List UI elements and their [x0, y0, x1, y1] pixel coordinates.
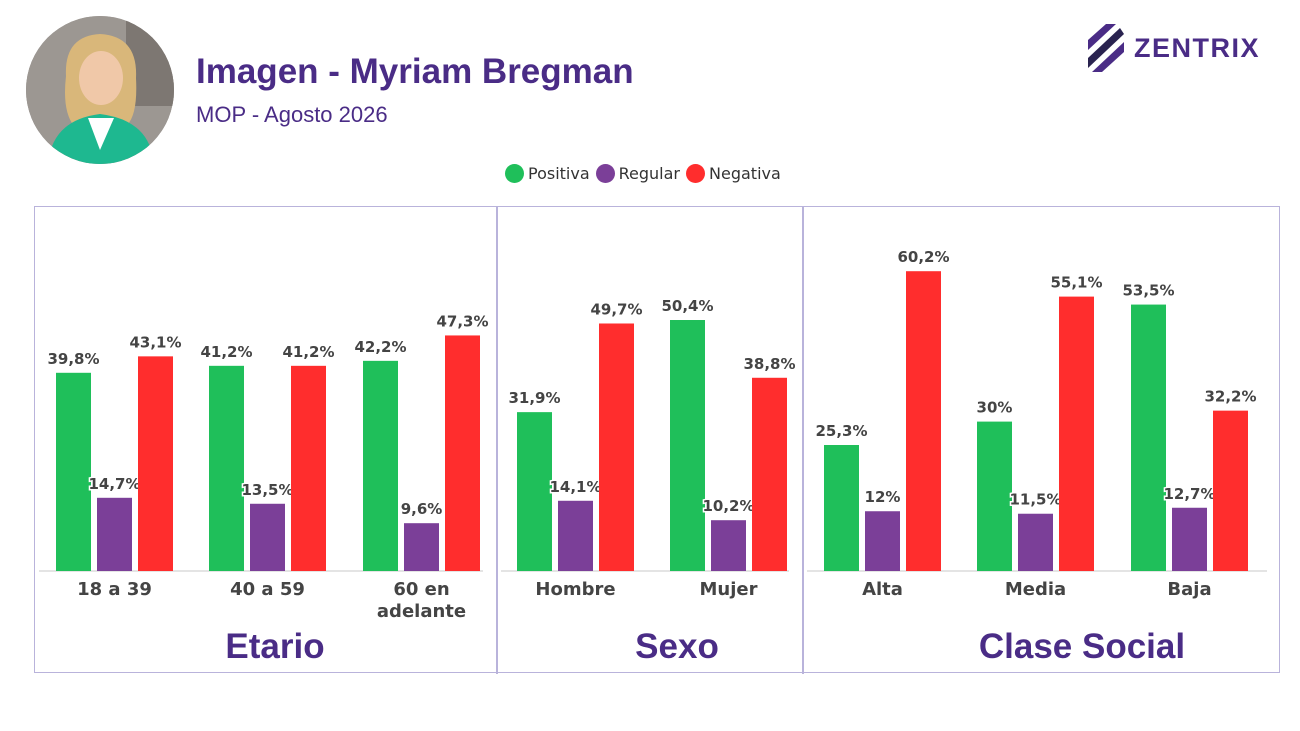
brand-name: ZENTRIX [1134, 32, 1261, 63]
bar-regular [865, 511, 900, 571]
category-label: Hombre [535, 579, 616, 600]
data-label: 25,3% [815, 422, 867, 440]
data-label: 39,8% [47, 350, 99, 368]
category-label: Alta [862, 579, 903, 600]
legend-swatch-negativa [686, 163, 706, 183]
data-label: 60,2% [897, 248, 949, 266]
bar-regular [711, 520, 746, 571]
chart-panels: 39,8% 14,7% 43,1% 41,2% 13,5% 41,2% 42,2% 9,6% 4… [34, 206, 1280, 674]
group-title: Clase Social [978, 627, 1186, 666]
bar-negativa [1213, 410, 1248, 571]
legend-item-regular: Regular [595, 163, 681, 183]
candidate-photo [26, 16, 174, 164]
data-label: 43,1% [129, 333, 181, 351]
bar-negativa [752, 377, 787, 571]
data-label: 55,1% [1050, 274, 1102, 292]
data-label: 41,2% [282, 343, 334, 361]
category-label: Baja [1167, 579, 1212, 600]
bar-regular [97, 497, 132, 571]
legend-swatch-regular [595, 163, 615, 183]
bar-positiva [670, 320, 705, 571]
chart-legend: Positiva Regular Negativa [505, 160, 787, 186]
bar-regular [404, 523, 439, 571]
data-label: 53,5% [1122, 282, 1174, 300]
bar-negativa [1059, 296, 1094, 571]
legend-item-negativa: Negativa [686, 163, 781, 183]
bar-positiva [363, 360, 398, 571]
legend-label-positiva: Positiva [528, 163, 590, 183]
data-label: 32,2% [1204, 388, 1256, 406]
category-label: 60 en adelante [376, 579, 467, 622]
page-title: Imagen - Myriam Bregman [196, 52, 634, 91]
brand-mark-icon [1088, 24, 1124, 72]
category-label: Mujer [699, 579, 758, 600]
bar-positiva [517, 412, 552, 571]
bar-negativa [906, 271, 941, 571]
bar-regular [1018, 513, 1053, 571]
bar-positiva [1131, 304, 1166, 571]
data-label: 14,7% [88, 475, 140, 493]
page-subtitle: MOP - Agosto 2026 [196, 102, 388, 127]
bar-negativa [291, 365, 326, 571]
data-label: 12,7% [1163, 485, 1215, 503]
bar-regular [250, 503, 285, 571]
category-label: Media [1004, 579, 1067, 600]
group-title: Etario [225, 627, 325, 666]
brand-logo: ZENTRIX [1086, 22, 1260, 74]
bar-negativa [138, 356, 173, 571]
legend-item-positiva: Positiva [505, 163, 590, 183]
data-label: 49,7% [590, 300, 642, 318]
data-label: 41,2% [200, 343, 252, 361]
data-label: 13,5% [241, 481, 293, 499]
data-label: 12% [865, 488, 901, 506]
bar-negativa [445, 335, 480, 571]
data-label: 14,1% [549, 478, 601, 496]
legend-label-negativa: Negativa [709, 163, 781, 183]
bar-regular [558, 500, 593, 571]
grouped-bar-chart: 39,8% 14,7% 43,1% 41,2% 13,5% 41,2% 42,2% 9,6% 4… [39, 207, 1267, 674]
data-label: 11,5% [1009, 491, 1061, 509]
bar-negativa [599, 323, 634, 571]
data-label: 9,6% [401, 500, 443, 518]
data-label: 42,2% [354, 338, 406, 356]
bar-positiva [977, 421, 1012, 571]
data-label: 10,2% [702, 497, 754, 515]
bar-positiva [56, 372, 91, 571]
data-label: 31,9% [508, 389, 560, 407]
data-label: 50,4% [661, 297, 713, 315]
category-label: 40 a 59 [230, 579, 305, 600]
bar-positiva [824, 445, 859, 571]
category-label: 18 a 39 [77, 579, 152, 600]
group-title: Sexo [635, 627, 719, 666]
data-label: 47,3% [436, 312, 488, 330]
data-label: 38,8% [743, 355, 795, 373]
data-label: 30% [977, 399, 1013, 417]
bar-regular [1172, 507, 1207, 571]
bar-positiva [209, 365, 244, 571]
legend-label-regular: Regular [618, 163, 681, 183]
legend-swatch-positiva [505, 163, 524, 183]
